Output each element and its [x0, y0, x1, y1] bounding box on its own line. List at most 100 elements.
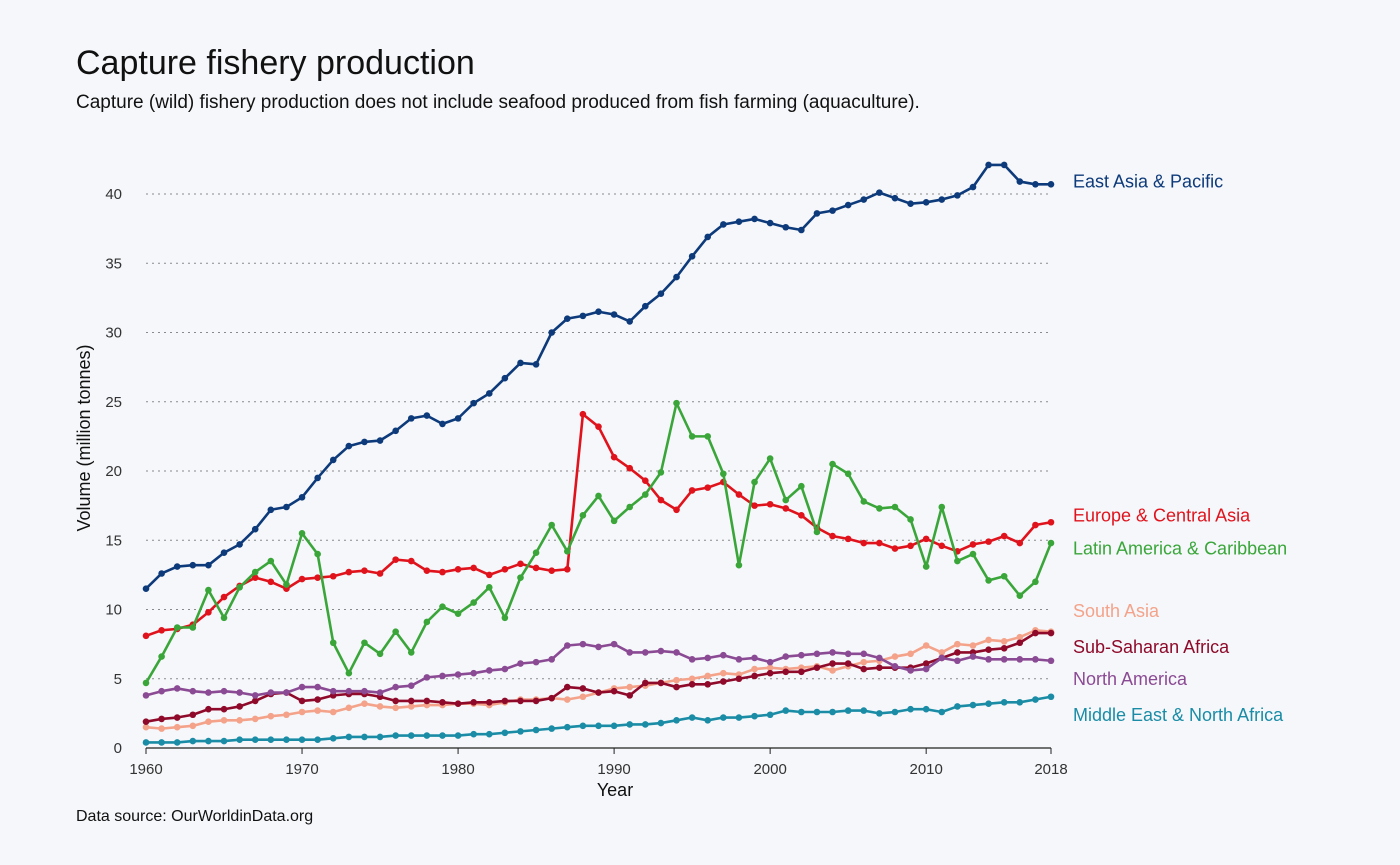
data-point-south-asia-1962: [173, 723, 181, 731]
data-point-europe-central-asia-2015: [1000, 532, 1008, 540]
data-point-europe-central-asia-2014: [985, 538, 992, 545]
data-point-sub-saharan-africa-1984: [517, 697, 524, 705]
data-point-sub-saharan-africa-1993: [657, 679, 665, 687]
data-point-middle-east-north-africa-1966: [236, 736, 243, 743]
data-point-east-asia-pacific-1982: [485, 390, 493, 397]
data-point-south-asia-2009: [907, 650, 914, 658]
data-point-south-asia-2004: [829, 667, 836, 674]
data-point-north-america-2010: [922, 665, 930, 673]
data-point-latin-america-caribbean-1992: [642, 491, 649, 498]
data-point-east-asia-pacific-2018: [1047, 181, 1055, 188]
data-point-europe-central-asia-2017: [1032, 521, 1039, 529]
data-point-north-america-1967: [251, 692, 259, 699]
data-point-europe-central-asia-1961: [158, 626, 165, 634]
data-point-south-asia-2014: [985, 636, 992, 644]
data-point-sub-saharan-africa-1987: [563, 683, 571, 691]
data-point-middle-east-north-africa-1964: [205, 737, 212, 745]
data-point-north-america-1962: [173, 685, 181, 692]
data-point-sub-saharan-africa-1963: [189, 711, 197, 719]
data-point-north-america-1995: [688, 656, 696, 663]
data-point-east-asia-pacific-1995: [688, 253, 696, 260]
data-point-north-america-1971: [314, 683, 321, 691]
data-point-middle-east-north-africa-2004: [829, 708, 836, 716]
data-point-middle-east-north-africa-1996: [704, 717, 712, 724]
data-point-middle-east-north-africa-2002: [798, 708, 805, 716]
data-point-north-america-2018: [1047, 657, 1055, 665]
data-point-south-asia-1994: [673, 676, 680, 684]
data-point-latin-america-caribbean-2008: [891, 503, 899, 511]
data-point-north-america-1988: [579, 640, 587, 648]
data-point-latin-america-caribbean-1990: [610, 517, 618, 525]
data-point-europe-central-asia-1991: [626, 464, 634, 472]
data-point-north-america-1973: [345, 687, 353, 695]
y-tick-label-35: 35: [105, 255, 122, 272]
data-point-europe-central-asia-1973: [345, 568, 353, 576]
x-tick-label-1990: 1990: [597, 761, 630, 778]
data-point-north-america-1990: [610, 640, 618, 648]
x-tick-label-1960: 1960: [129, 761, 162, 778]
data-point-sub-saharan-africa-1998: [735, 675, 743, 683]
data-point-east-asia-pacific-2015: [1000, 161, 1008, 169]
data-point-sub-saharan-africa-1988: [579, 685, 587, 692]
data-point-east-asia-pacific-1996: [704, 233, 712, 241]
data-point-middle-east-north-africa-1968: [267, 736, 275, 743]
series-label-europe-central-asia: Europe & Central Asia: [1073, 505, 1251, 525]
data-point-middle-east-north-africa-2010: [922, 705, 930, 713]
data-point-south-asia-2016: [1016, 633, 1024, 641]
data-point-north-america-1977: [407, 682, 415, 689]
data-point-latin-america-caribbean-1979: [439, 603, 446, 611]
data-point-middle-east-north-africa-1960: [142, 739, 150, 746]
x-tick-label-1980: 1980: [441, 761, 474, 778]
data-point-middle-east-north-africa-1967: [251, 736, 259, 743]
data-point-north-america-1986: [548, 656, 555, 663]
data-point-middle-east-north-africa-1994: [673, 717, 680, 724]
data-point-east-asia-pacific-1978: [423, 412, 431, 419]
x-tick-label-1970: 1970: [285, 761, 318, 778]
data-point-north-america-1996: [704, 654, 712, 662]
data-point-north-america-1970: [298, 683, 306, 691]
data-point-latin-america-caribbean-1976: [392, 628, 399, 635]
data-point-east-asia-pacific-2012: [954, 192, 961, 199]
data-point-east-asia-pacific-2004: [829, 207, 836, 214]
data-point-south-asia-2000: [766, 664, 774, 671]
data-point-east-asia-pacific-1965: [220, 549, 228, 557]
data-point-middle-east-north-africa-2011: [938, 708, 946, 716]
data-point-europe-central-asia-1994: [673, 506, 680, 514]
y-tick-label-20: 20: [105, 463, 122, 480]
series-middle-east-north-africa: [142, 693, 1055, 746]
data-point-latin-america-caribbean-1998: [735, 561, 743, 569]
data-point-north-america-2003: [813, 650, 821, 658]
data-point-south-asia-1975: [376, 703, 384, 710]
data-point-latin-america-caribbean-2014: [985, 577, 992, 584]
data-point-europe-central-asia-1985: [532, 564, 540, 572]
data-point-middle-east-north-africa-2006: [860, 707, 868, 714]
data-point-north-america-1975: [376, 689, 384, 696]
data-point-east-asia-pacific-2009: [907, 200, 914, 207]
data-point-latin-america-caribbean-2010: [922, 563, 930, 570]
data-point-latin-america-caribbean-1961: [158, 653, 165, 660]
data-point-north-america-1993: [657, 647, 665, 655]
data-point-south-asia-2015: [1000, 638, 1008, 645]
data-point-latin-america-caribbean-1980: [454, 610, 462, 617]
data-point-east-asia-pacific-1998: [735, 218, 743, 225]
data-point-south-asia-2006: [860, 658, 868, 666]
data-point-middle-east-north-africa-1963: [189, 737, 197, 745]
data-point-sub-saharan-africa-1978: [423, 697, 431, 705]
data-point-south-asia-2010: [922, 642, 930, 649]
data-point-latin-america-caribbean-2016: [1016, 592, 1024, 599]
data-point-middle-east-north-africa-1972: [329, 735, 337, 742]
y-tick-label-25: 25: [105, 394, 122, 411]
data-point-east-asia-pacific-1980: [454, 415, 462, 422]
data-point-north-america-2004: [829, 649, 836, 656]
data-point-north-america-1982: [485, 667, 493, 674]
data-point-europe-central-asia-1975: [376, 570, 384, 577]
data-point-middle-east-north-africa-1979: [439, 732, 446, 739]
data-point-south-asia-1965: [220, 717, 228, 724]
data-point-europe-central-asia-1996: [704, 484, 712, 491]
data-point-latin-america-caribbean-2009: [907, 516, 914, 523]
data-point-middle-east-north-africa-1974: [361, 733, 368, 741]
data-point-sub-saharan-africa-1982: [485, 698, 493, 706]
data-point-middle-east-north-africa-2014: [985, 700, 992, 707]
data-point-sub-saharan-africa-2002: [798, 668, 805, 676]
data-point-latin-america-caribbean-1965: [220, 614, 228, 622]
